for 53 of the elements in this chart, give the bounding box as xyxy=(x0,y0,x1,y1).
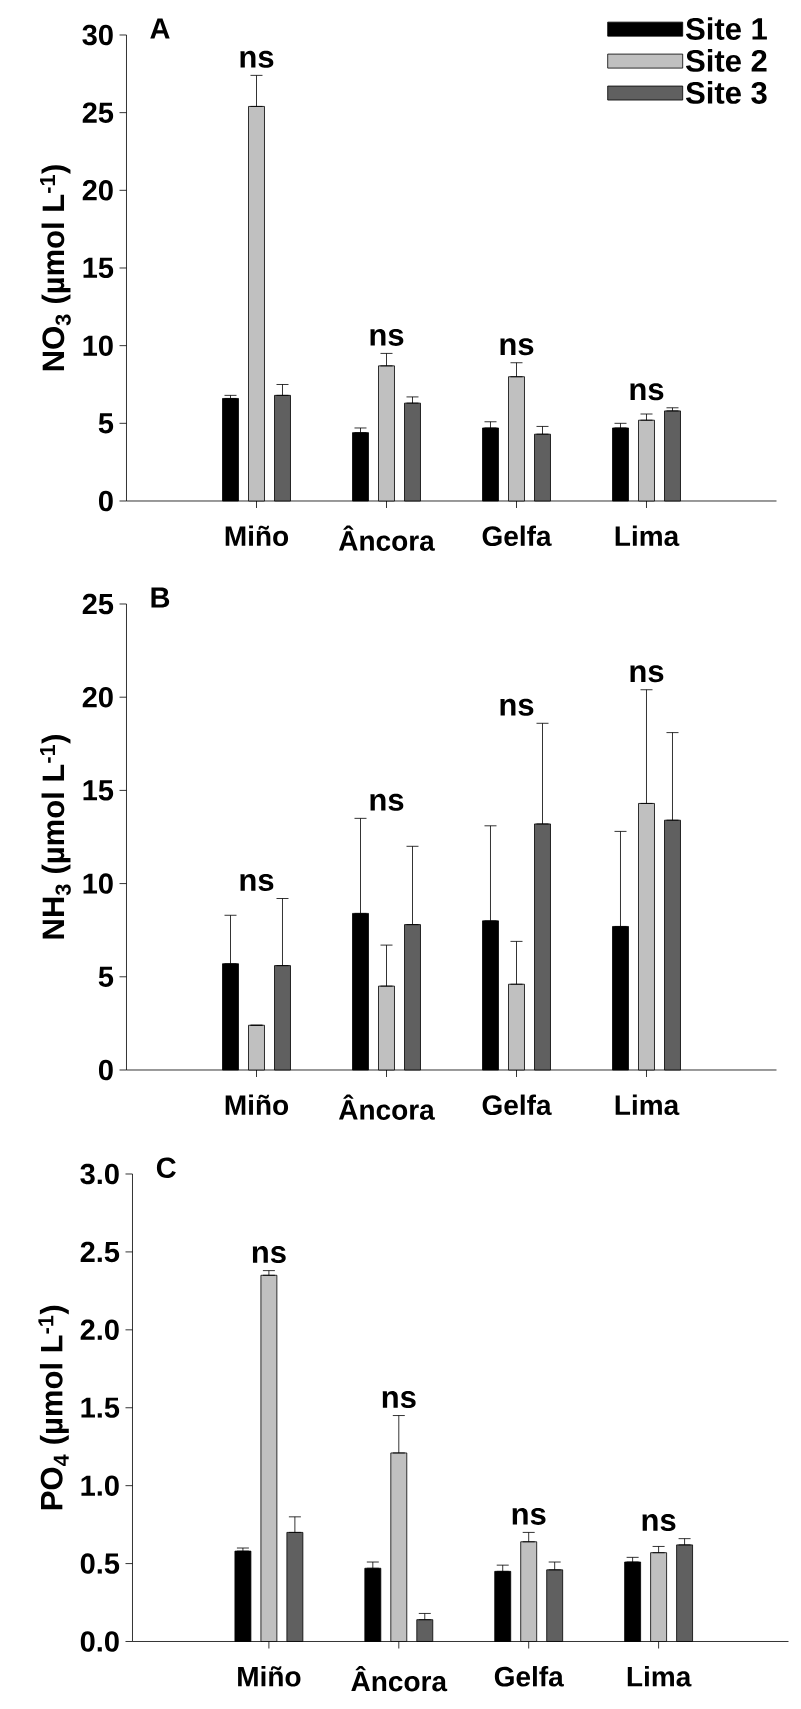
y-tick-label: 5 xyxy=(98,966,114,987)
y-tick-label: 1.5 xyxy=(81,1397,120,1418)
y-axis-title: NO$_{3}$ (µmol L$^{-1}$) xyxy=(40,165,71,371)
y-tick-label: 10 xyxy=(83,873,113,894)
annotation: ns xyxy=(370,793,404,811)
x-tick-label: Lima xyxy=(615,525,680,547)
annotation: ns xyxy=(382,1391,416,1408)
x-tick-label: Gelfa xyxy=(494,1666,564,1687)
y-tick-label: 15 xyxy=(83,257,114,279)
chart-title: B xyxy=(151,587,170,608)
x-tick-label: Gelfa xyxy=(482,1094,552,1116)
annotation: ns xyxy=(370,328,404,346)
y-tick-label: 25 xyxy=(82,102,114,123)
x-tick-label: Âncora xyxy=(351,1666,448,1692)
x-tick-label: Gelfa xyxy=(482,525,552,547)
y-tick-label: 30 xyxy=(82,24,113,46)
annotation: ns xyxy=(240,50,274,68)
x-tick-label: Âncora xyxy=(338,1094,435,1120)
annotation: ns xyxy=(252,1246,286,1264)
y-tick-label: 0 xyxy=(98,1059,113,1081)
annotation: ns xyxy=(630,665,664,683)
annotation: ns xyxy=(630,383,664,401)
y-tick-label: 0.0 xyxy=(80,1631,119,1652)
x-tick-label: Miño xyxy=(225,1094,289,1116)
annotation: ns xyxy=(240,873,274,891)
chart-title: A xyxy=(150,18,170,39)
y-tick-label: 1.0 xyxy=(81,1475,119,1496)
y-axis-title: NH$_{3}$ (µmol L$^{-1}$) xyxy=(40,735,71,939)
y-tick-label: 5 xyxy=(98,413,114,434)
y-tick-label: 0.5 xyxy=(80,1553,120,1574)
y-tick-label: 10 xyxy=(83,335,113,356)
annotation: ns xyxy=(512,1507,546,1525)
annotation: ns xyxy=(642,1514,676,1532)
y-axis-title: PO$_{4}$ (µmol L$^{-1}$) xyxy=(38,1305,69,1510)
x-tick-label: Miño xyxy=(225,525,289,547)
x-tick-label: Lima xyxy=(627,1666,692,1687)
legend-label: Site 3 xyxy=(685,81,767,104)
x-tick-label: Lima xyxy=(615,1094,680,1116)
y-tick-label: 2.5 xyxy=(80,1241,120,1263)
y-tick-label: 0 xyxy=(98,490,113,512)
y-tick-label: 2.0 xyxy=(80,1319,119,1341)
y-tick-label: 3.0 xyxy=(80,1163,119,1185)
chart-title: C xyxy=(156,1157,176,1179)
y-tick-label: 15 xyxy=(83,780,114,801)
legend-label: Site 2 xyxy=(685,49,767,72)
y-tick-label: 20 xyxy=(82,686,113,708)
y-tick-label: 20 xyxy=(82,180,113,201)
x-tick-label: Miño xyxy=(238,1666,301,1687)
x-tick-label: Âncora xyxy=(338,525,435,551)
annotation: ns xyxy=(500,698,534,716)
y-tick-label: 25 xyxy=(82,593,114,615)
annotation: ns xyxy=(500,338,534,356)
legend-label: Site 1 xyxy=(685,17,767,40)
